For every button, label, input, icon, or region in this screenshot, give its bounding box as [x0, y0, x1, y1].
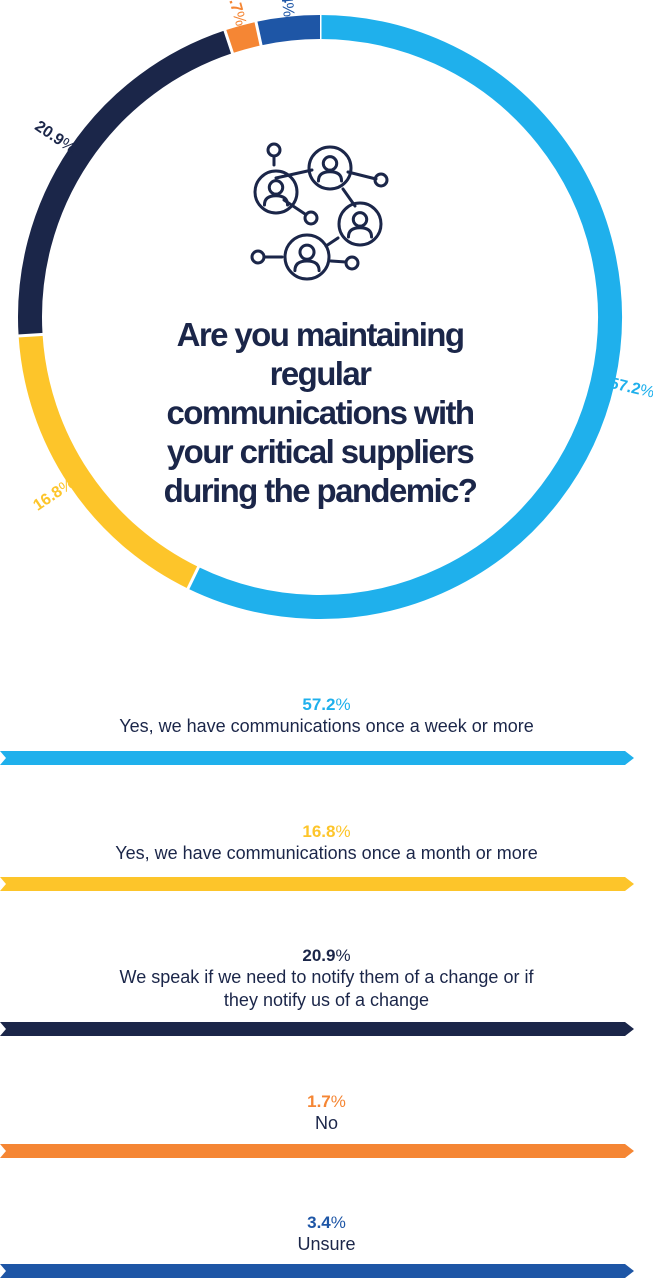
donut-label-weekly: 57.2%: [608, 375, 653, 402]
donut-slice-monthly: [18, 334, 199, 589]
legend-label-monthly: Yes, we have communications once a month…: [115, 843, 538, 863]
legend-bar-on-change: [0, 1022, 634, 1036]
legend-item-weekly: 57.2% Yes, we have communications once a…: [0, 695, 653, 738]
donut-slice-weekly: [188, 15, 622, 619]
legend-bar-monthly: [0, 877, 634, 891]
legend-bar-unsure: [0, 1264, 634, 1278]
donut-separator: [186, 565, 201, 591]
donut-separator: [254, 20, 263, 47]
donut-label-no: 1.7%: [223, 0, 249, 28]
legend-label-weekly: Yes, we have communications once a week …: [119, 716, 534, 736]
donut-label-on-change: 20.9%: [31, 118, 78, 157]
donut-label-monthly: 16.8%: [30, 475, 77, 514]
legend-percent-weekly: 57.2%: [302, 695, 351, 714]
legend-percent-monthly: 16.8%: [302, 822, 351, 841]
legend-bar-weekly: [0, 751, 634, 765]
legend-label-unsure: Unsure: [297, 1234, 356, 1254]
legend-label-no: No: [314, 1113, 338, 1133]
chart-question-title: Are you maintaining regular communicatio…: [163, 316, 478, 509]
legend-percent-on-change: 20.9%: [302, 946, 351, 965]
donut-label-unsure: 3.4%: [276, 0, 297, 18]
donut-slice-unsure: [255, 15, 321, 46]
legend-label-on-change: We speak if we need to notify them of a …: [119, 967, 534, 1010]
donut-slice-on-change: [18, 30, 233, 336]
legend-percent-no: 1.7%: [307, 1092, 346, 1111]
legend-item-no: 1.7% No: [0, 1092, 653, 1135]
legend-item-on-change: 20.9% We speak if we need to notify them…: [0, 946, 653, 1012]
donut-chart: 57.2% 16.8% 20.9% 1.7% 3.4% Are you maintain…: [0, 0, 653, 640]
donut-separator: [223, 28, 235, 55]
donut-separator: [17, 332, 44, 338]
legend-item-unsure: 3.4% Unsure: [0, 1213, 653, 1256]
donut-slice-no: [224, 21, 262, 54]
legend-item-monthly: 16.8% Yes, we have communications once a…: [0, 822, 653, 865]
legend-bar-no: [0, 1144, 634, 1158]
donut-svg: 57.2% 16.8% 20.9% 1.7% 3.4%: [17, 0, 653, 619]
legend-percent-unsure: 3.4%: [307, 1213, 346, 1232]
network-people-icon: [250, 142, 389, 281]
